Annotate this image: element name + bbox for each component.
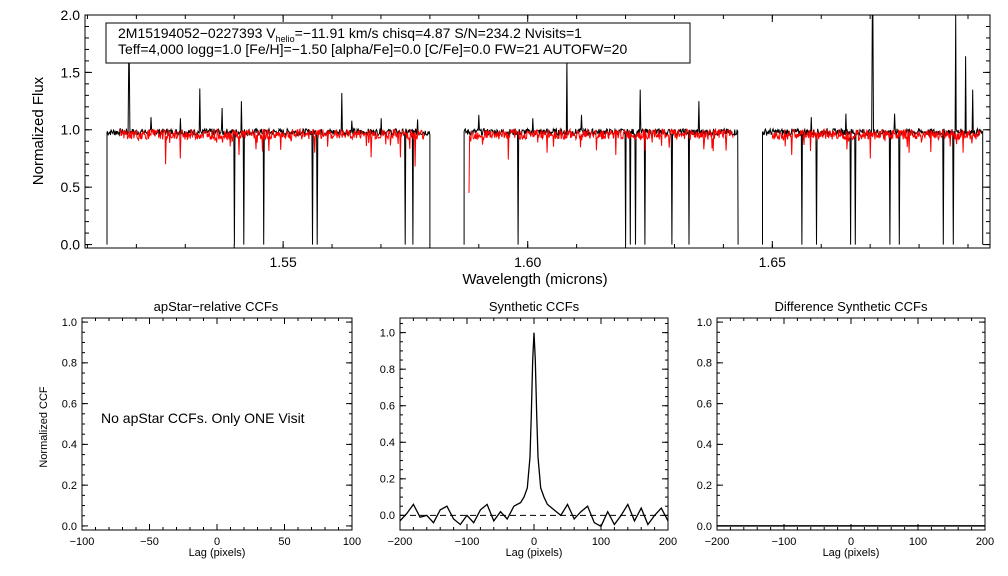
spectrum-xlabel: Wavelength (microns) — [462, 271, 607, 288]
spectrum-observed-segment — [762, 14, 984, 245]
difference-ccf-xtick-label: −200 — [705, 536, 730, 548]
spectrum-model-segment — [771, 127, 981, 159]
difference-ccf-xlabel: Lag (pixels) — [823, 547, 880, 559]
synthetic-ccf-ytick-label: 0.0 — [380, 510, 395, 522]
synthetic-ccf-ytick-label: 1.0 — [380, 327, 395, 339]
spectrum-observed-segment — [106, 62, 431, 245]
difference-ccf-ytick-label: 1.0 — [697, 317, 712, 329]
synthetic-ccf-line — [399, 332, 669, 528]
info-line-1-suffix: =−11.91 km/s chisq=4.87 S/N=234.2 Nvisit… — [295, 25, 583, 41]
spectrum-ytick-label: 1.5 — [61, 64, 81, 80]
synthetic-ccf-xtick-label: 100 — [592, 536, 610, 548]
synthetic-ccf-xlabel: Lag (pixels) — [506, 547, 563, 559]
info-box-frame — [105, 22, 691, 64]
synthetic-ccf-xtick-label: −100 — [455, 536, 480, 548]
spectrum-ytick-label: 0.5 — [61, 179, 81, 195]
spectrum-observed-segment — [463, 58, 739, 245]
spectrum-ticks: 1.55 1.60 1.65 0.0 0.5 1.0 1.5 2.0 — [61, 7, 990, 270]
info-line-1-prefix: 2M15194052−0227393 V — [118, 25, 276, 41]
difference-ccf-ytick-label: 0.4 — [697, 439, 712, 451]
apstar-ccf-xtick-label: −100 — [70, 536, 95, 548]
difference-ccf-panel: Difference Synthetic CCFs −200 −100 0 100 20… — [697, 299, 994, 559]
info-line-1: 2M15194052−0227393 Vhelio=−11.91 km/s ch… — [118, 25, 582, 44]
spectrum-model-segment — [468, 127, 734, 193]
spectrum-xtick-label: 1.55 — [269, 254, 296, 270]
synthetic-ccf-xtick-label: 0 — [531, 536, 537, 548]
spectrum-ylabel: Normalized Flux — [30, 76, 47, 185]
difference-ccf-xtick-label: 200 — [976, 536, 994, 548]
difference-ccf-ytick-label: 0.6 — [697, 398, 712, 410]
apstar-ccf-ytick-label: 0.2 — [62, 480, 77, 492]
difference-ccf-ytick-label: 0.2 — [697, 480, 712, 492]
info-line-1-subscript: helio — [276, 34, 295, 44]
spectrum-panel: 1.55 1.60 1.65 0.0 0.5 1.0 1.5 2.0 Normalized F… — [30, 7, 991, 288]
synthetic-ccf-ytick-label: 0.8 — [380, 364, 395, 376]
difference-ccf-xtick-label: 0 — [848, 536, 854, 548]
apstar-ccf-xtick-label: 0 — [214, 536, 220, 548]
synthetic-ccf-xtick-label: 200 — [659, 536, 677, 548]
apstar-ccf-ytick-label: 0.4 — [62, 439, 77, 451]
apstar-ccf-title: apStar−relative CCFs — [154, 299, 279, 314]
difference-ccf-ytick-label: 0.8 — [697, 358, 712, 370]
info-box: 2M15194052−0227393 Vhelio=−11.91 km/s ch… — [105, 22, 691, 64]
difference-ccf-title: Difference Synthetic CCFs — [775, 299, 928, 314]
apstar-ccf-ytick-label: 0.8 — [62, 358, 77, 370]
apstar-ccf-ytick-label: 1.0 — [62, 317, 77, 329]
difference-ccf-xtick-label: 100 — [909, 536, 927, 548]
synthetic-ccf-ytick-label: 0.2 — [380, 474, 395, 486]
info-line-2: Teff=4,000 logg=1.0 [Fe/H]=−1.50 [alpha/… — [118, 41, 627, 57]
spectrum-ytick-label: 2.0 — [61, 7, 81, 23]
difference-ccf-xtick-label: −100 — [772, 536, 797, 548]
synthetic-ccf-ticks: −200 −100 0 100 200 0.0 0.2 0.4 0.6 0.8 1.0 — [380, 318, 677, 548]
synthetic-ccf-series — [399, 332, 669, 528]
apstar-ccf-xlabel: Lag (pixels) — [189, 547, 246, 559]
synthetic-ccf-frame — [399, 317, 669, 531]
spectrum-ytick-label: 0.0 — [61, 236, 81, 252]
spectrum-model-segment — [118, 127, 425, 167]
apstar-ccf-xtick-label: −50 — [140, 536, 159, 548]
apstar-ccf-xtick-label: 50 — [278, 536, 290, 548]
spectrum-xtick-label: 1.60 — [514, 254, 541, 270]
spectrum-ytick-label: 1.0 — [61, 122, 81, 138]
synthetic-ccf-title: Synthetic CCFs — [489, 299, 580, 314]
synthetic-ccf-panel: Synthetic CCFs −200 −100 0 100 200 0.0 0.2 0.4 0… — [380, 299, 677, 559]
synthetic-ccf-ytick-label: 0.6 — [380, 401, 395, 413]
apstar-ccf-message: No apStar CCFs. Only ONE Visit — [101, 410, 305, 426]
apstar-ccf-ytick-label: 0.0 — [62, 521, 77, 533]
difference-ccf-frame — [716, 317, 986, 531]
apstar-ccf-panel: apStar−relative CCFs −100 −50 0 50 100 0.0 0.2… — [38, 299, 361, 559]
apstar-ccf-ylabel: Normalized CCF — [38, 386, 50, 468]
difference-ccf-ticks: −200 −100 0 100 200 0.0 0.2 0.4 0.6 0.8 1.0 — [697, 317, 994, 548]
synthetic-ccf-xtick-label: −200 — [388, 536, 413, 548]
spectrum-frame — [84, 14, 991, 249]
synthetic-ccf-ytick-label: 0.4 — [380, 437, 395, 449]
apstar-ccf-ytick-label: 0.6 — [62, 398, 77, 410]
apstar-ccf-xtick-label: 100 — [343, 536, 361, 548]
apstar-ccf-ticks: −100 −50 0 50 100 0.0 0.2 0.4 0.6 0.8 1.0 — [62, 317, 361, 548]
spectrum-xtick-label: 1.65 — [759, 254, 786, 270]
difference-ccf-ytick-label: 0.0 — [697, 521, 712, 533]
